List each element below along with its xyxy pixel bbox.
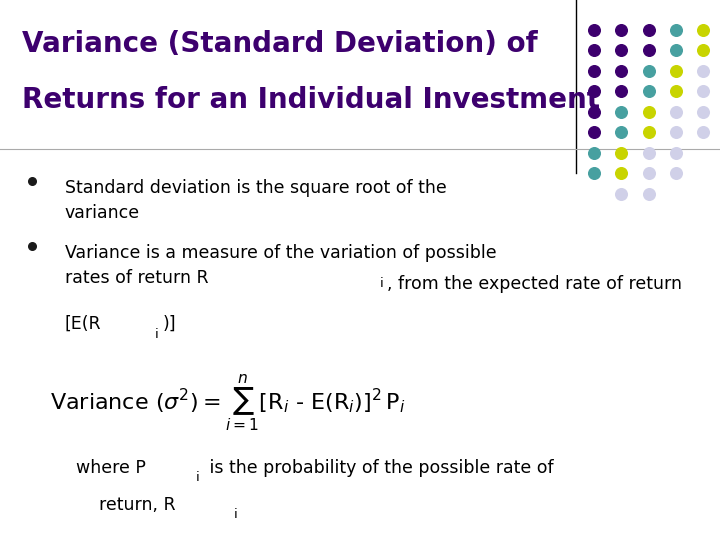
- Point: [643, 169, 654, 178]
- Point: [670, 148, 682, 157]
- Point: [616, 66, 627, 75]
- Point: [588, 66, 600, 75]
- Point: [616, 87, 627, 96]
- Point: [588, 128, 600, 137]
- Text: Variance (Standard Deviation) of: Variance (Standard Deviation) of: [22, 30, 537, 58]
- Text: is the probability of the possible rate of: is the probability of the possible rate …: [204, 459, 554, 477]
- Point: [588, 46, 600, 55]
- Text: i: i: [155, 328, 158, 341]
- Point: [588, 148, 600, 157]
- Point: [670, 128, 682, 137]
- Text: , from the expected rate of return: , from the expected rate of return: [387, 275, 683, 293]
- Point: [698, 25, 709, 34]
- Point: [670, 87, 682, 96]
- Point: [588, 25, 600, 34]
- Point: [616, 169, 627, 178]
- Point: [643, 190, 654, 198]
- Point: [616, 46, 627, 55]
- Text: $\mathrm{Variance}\ (\sigma^2) = \sum_{i=1}^{n}[\mathrm{R}_i\ \text{-}\ \mathrm{: $\mathrm{Variance}\ (\sigma^2) = \sum_{i…: [50, 373, 406, 434]
- Point: [698, 46, 709, 55]
- Point: [27, 241, 38, 250]
- Point: [698, 128, 709, 137]
- Point: [670, 25, 682, 34]
- Point: [643, 46, 654, 55]
- Point: [643, 107, 654, 116]
- Point: [588, 107, 600, 116]
- Point: [588, 169, 600, 178]
- Point: [27, 177, 38, 185]
- Point: [670, 46, 682, 55]
- Point: [616, 128, 627, 137]
- Point: [616, 25, 627, 34]
- Text: Standard deviation is the square root of the
variance: Standard deviation is the square root of…: [65, 179, 446, 222]
- Point: [643, 25, 654, 34]
- Text: i: i: [379, 277, 383, 290]
- Text: i: i: [196, 471, 199, 484]
- Point: [643, 87, 654, 96]
- Point: [670, 169, 682, 178]
- Text: Returns for an Individual Investment: Returns for an Individual Investment: [22, 86, 600, 114]
- Text: i: i: [234, 508, 238, 521]
- Point: [616, 190, 627, 198]
- Point: [643, 128, 654, 137]
- Text: )]: )]: [163, 315, 176, 333]
- Point: [588, 87, 600, 96]
- Text: return, R: return, R: [99, 496, 176, 514]
- Point: [616, 107, 627, 116]
- Point: [670, 66, 682, 75]
- Point: [643, 66, 654, 75]
- Point: [643, 148, 654, 157]
- Point: [670, 107, 682, 116]
- Point: [698, 66, 709, 75]
- Point: [698, 107, 709, 116]
- Text: where P: where P: [76, 459, 145, 477]
- Point: [698, 87, 709, 96]
- Text: Variance is a measure of the variation of possible
rates of return R: Variance is a measure of the variation o…: [65, 244, 496, 287]
- Point: [616, 148, 627, 157]
- Text: [E(R: [E(R: [65, 315, 102, 333]
